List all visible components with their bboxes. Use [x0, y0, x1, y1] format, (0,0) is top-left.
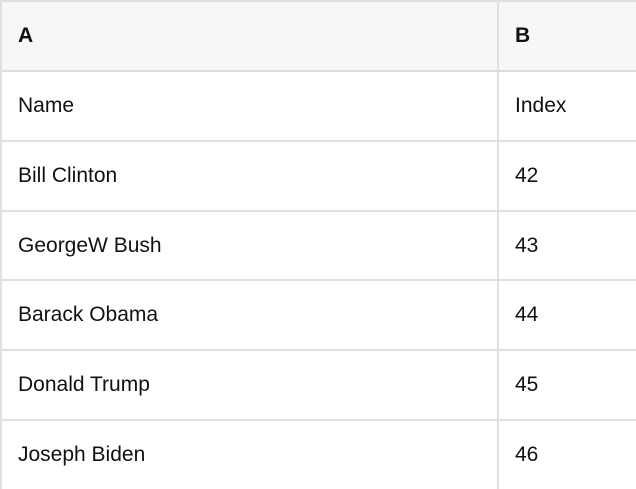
cell-text: GeorgeW Bush [18, 233, 162, 257]
table-row: Donald Trump 45 [2, 351, 636, 422]
table-row: GeorgeW Bush 43 [2, 211, 636, 282]
cell-a1[interactable]: Name [2, 71, 499, 140]
cell-b4[interactable]: 44 [499, 281, 636, 349]
cell-a6[interactable]: Joseph Biden [2, 421, 499, 489]
cell-b5[interactable]: 45 [499, 351, 636, 419]
column-header-b[interactable]: B [499, 2, 636, 70]
cell-b2[interactable]: 42 [499, 142, 636, 210]
cell-text: Barack Obama [18, 303, 159, 327]
cell-text: 43 [515, 233, 539, 257]
cell-text: Joseph Biden [18, 443, 146, 467]
cell-text: 42 [515, 163, 539, 187]
table-row: Bill Clinton 42 [2, 141, 636, 212]
column-header-a-label: A [18, 23, 34, 47]
cell-a4[interactable]: Barack Obama [2, 281, 499, 350]
table-row: Name Index [2, 71, 636, 142]
table-row: Joseph Biden 46 [2, 421, 636, 489]
column-header-a[interactable]: A [2, 2, 499, 70]
cell-text: Index [515, 93, 567, 117]
column-header-b-label: B [515, 23, 531, 47]
cell-a3[interactable]: GeorgeW Bush [2, 211, 499, 280]
cell-b3[interactable]: 43 [499, 212, 636, 280]
cell-text: 44 [515, 303, 539, 327]
cell-text: 45 [515, 373, 539, 397]
cell-text: Bill Clinton [18, 163, 118, 187]
cell-b1[interactable]: Index [499, 72, 636, 140]
table-row: Barack Obama 44 [2, 281, 636, 352]
cell-a5[interactable]: Donald Trump [2, 351, 499, 420]
cell-b6[interactable]: 46 [499, 421, 636, 489]
column-header-row: A B [2, 2, 636, 72]
cell-a2[interactable]: Bill Clinton [2, 141, 499, 210]
cell-text: Donald Trump [18, 373, 150, 397]
cell-text: Name [18, 93, 75, 117]
cell-text: 46 [515, 443, 539, 467]
